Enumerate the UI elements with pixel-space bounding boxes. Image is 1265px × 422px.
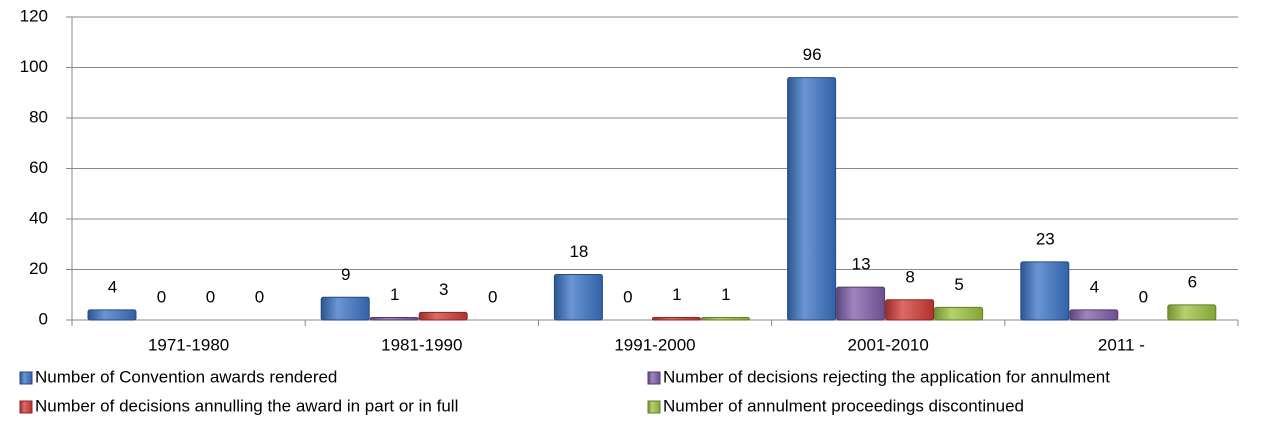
bar <box>553 274 603 321</box>
bar <box>1069 309 1119 321</box>
data-label: 1 <box>390 285 399 304</box>
bar <box>87 309 137 321</box>
x-tick-label: 2011 - <box>1098 335 1145 354</box>
bar <box>369 316 419 321</box>
data-label: 96 <box>803 45 822 64</box>
data-label: 3 <box>439 280 448 299</box>
y-tick-label: 40 <box>29 208 48 227</box>
data-label: 18 <box>569 242 588 261</box>
legend-label: Number of Convention awards rendered <box>35 367 337 386</box>
data-label: 1 <box>672 285 681 304</box>
legend-swatch <box>19 371 33 385</box>
legend-swatch <box>647 371 661 385</box>
data-label: 0 <box>488 287 497 306</box>
data-label: 8 <box>905 267 914 286</box>
x-tick-label: 1991-2000 <box>614 335 695 354</box>
data-label: 23 <box>1036 229 1055 248</box>
data-label: 9 <box>341 265 350 284</box>
data-label: 5 <box>954 275 963 294</box>
bar <box>885 299 935 321</box>
bar <box>418 311 468 321</box>
data-label: 0 <box>1139 287 1148 306</box>
data-label: 0 <box>157 287 166 306</box>
bar <box>836 286 886 321</box>
data-label: 13 <box>852 255 871 274</box>
bar <box>787 77 837 321</box>
bar <box>320 296 370 321</box>
data-label: 4 <box>1090 277 1099 296</box>
y-tick-label: 60 <box>29 158 48 177</box>
legend-swatch <box>19 400 33 414</box>
data-label: 0 <box>255 287 264 306</box>
y-tick-label: 0 <box>39 309 48 328</box>
bar <box>651 316 701 321</box>
legend-label: Number of annulment proceedings disconti… <box>663 396 1024 415</box>
x-tick-label: 2001-2010 <box>848 335 929 354</box>
bar <box>700 316 750 321</box>
legend-swatch <box>647 400 661 414</box>
x-tick-label: 1971-1980 <box>148 335 229 354</box>
data-label: 1 <box>721 285 730 304</box>
bar <box>1020 261 1070 321</box>
y-tick-label: 20 <box>29 259 48 278</box>
legend-label: Number of decisions annulling the award … <box>35 396 458 415</box>
legend-label: Number of decisions rejecting the applic… <box>663 367 1110 386</box>
bar <box>934 306 984 321</box>
y-tick-label: 80 <box>29 107 48 126</box>
data-label: 6 <box>1188 272 1197 291</box>
x-tick-label: 1981-1990 <box>381 335 462 354</box>
data-label: 0 <box>206 287 215 306</box>
bar <box>1167 304 1217 321</box>
data-label: 0 <box>623 287 632 306</box>
y-tick-label: 100 <box>20 57 48 76</box>
data-label: 4 <box>108 277 117 296</box>
y-tick-label: 120 <box>20 6 48 25</box>
